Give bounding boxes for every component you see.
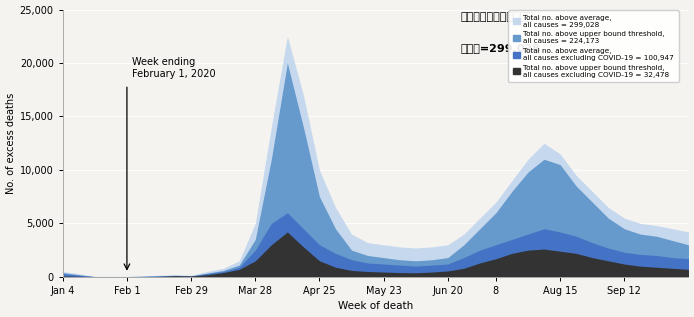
Y-axis label: No. of excess deaths: No. of excess deaths bbox=[6, 93, 15, 194]
Text: 总人数=299,028: 总人数=299,028 bbox=[460, 44, 540, 54]
Text: Week ending
February 1, 2020: Week ending February 1, 2020 bbox=[132, 57, 215, 79]
Legend: Total no. above average,
all causes = 299,028, Total no. above upper bound thres: Total no. above average, all causes = 29… bbox=[508, 10, 679, 82]
X-axis label: Week of death: Week of death bbox=[338, 301, 413, 311]
Text: 疫情期间，美国超额死亡: 疫情期间，美国超额死亡 bbox=[460, 12, 533, 22]
